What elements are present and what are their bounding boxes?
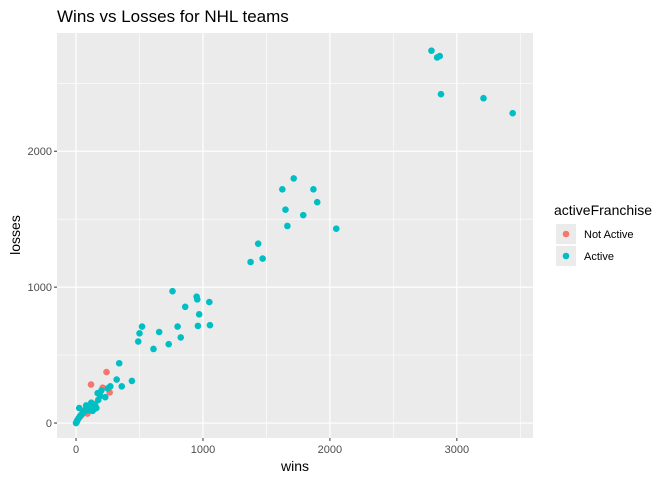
data-point-active (247, 258, 254, 266)
data-point-active (279, 185, 286, 193)
data-point-active (165, 340, 173, 348)
legend-dot-active (562, 252, 570, 260)
data-point-active (509, 109, 516, 117)
data-point-not-active (87, 381, 95, 388)
plot-panel (57, 33, 533, 438)
y-axis-title: losses (7, 215, 23, 255)
data-point-active (284, 222, 291, 230)
data-point-active (128, 377, 136, 385)
data-points (72, 47, 516, 427)
data-point-active (150, 345, 157, 353)
data-point-active (206, 298, 213, 306)
y-tick-label: 2000 (28, 146, 52, 158)
data-point-active (174, 323, 181, 330)
data-point-active (82, 402, 90, 409)
data-point-active (436, 52, 444, 60)
data-point-active (299, 211, 307, 219)
data-point-active (290, 175, 298, 182)
data-point-active (480, 94, 487, 102)
data-point-active (115, 359, 123, 367)
legend-dot-not-active (562, 230, 570, 238)
data-point-active (155, 328, 163, 336)
data-point-active (254, 240, 262, 247)
legend-label-not-active: Not Active (584, 229, 634, 241)
y-axis-ticks: 0 1000 2000 (28, 146, 57, 430)
data-point-active (310, 185, 317, 193)
data-point-active (113, 376, 120, 383)
data-point-active (94, 396, 102, 404)
minor-gridlines (57, 33, 533, 438)
x-tick-label: 2000 (318, 444, 342, 456)
data-point-active (206, 321, 214, 329)
data-point-active (101, 393, 109, 401)
x-axis-title: wins (280, 458, 309, 474)
major-gridlines (57, 33, 533, 438)
data-point-active (428, 47, 435, 54)
data-point-active (259, 255, 266, 262)
data-point-active (194, 322, 202, 330)
data-point-active (282, 206, 289, 213)
data-point-active (134, 338, 142, 345)
legend-title: activeFranchise (554, 202, 652, 218)
x-tick-label: 1000 (191, 444, 215, 456)
data-point-active (169, 287, 176, 295)
x-axis-ticks: 0 1000 2000 3000 (73, 438, 469, 456)
x-tick-label: 3000 (445, 444, 469, 456)
data-point-active (437, 90, 445, 98)
x-tick-label: 0 (73, 444, 79, 456)
data-point-active (136, 330, 143, 337)
y-tick-label: 0 (46, 418, 52, 430)
data-point-active (72, 419, 80, 427)
data-point-active (332, 225, 340, 233)
data-point-active (195, 311, 203, 318)
chart-title: Wins vs Losses for NHL teams (57, 7, 289, 26)
data-point-active (313, 198, 321, 206)
legend: activeFranchise Not Active Active (554, 202, 652, 266)
data-point-active (138, 323, 146, 330)
data-point-active (177, 334, 185, 341)
data-point-active (75, 404, 83, 412)
y-tick-label: 1000 (28, 282, 52, 294)
data-point-active (104, 385, 112, 392)
data-point-active (181, 303, 189, 311)
data-point-active (118, 383, 126, 390)
data-point-active (193, 296, 201, 303)
data-point-not-active (103, 368, 110, 376)
legend-label-active: Active (584, 251, 614, 263)
data-point-active (89, 407, 96, 415)
